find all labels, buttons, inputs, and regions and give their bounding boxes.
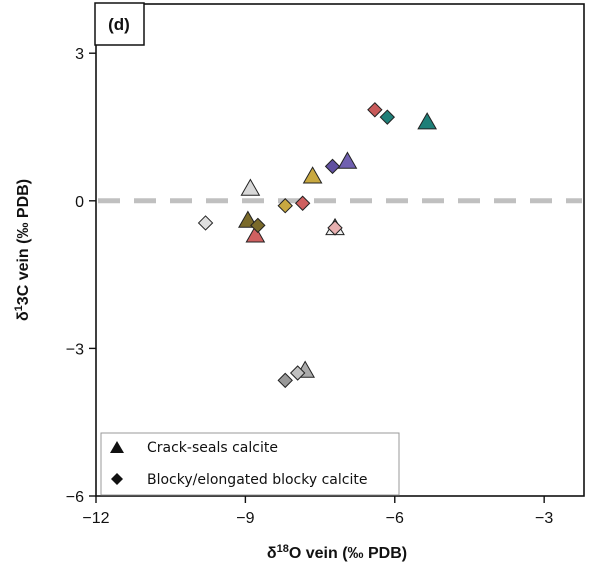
- blocky-point: [250, 217, 266, 234]
- axes-layer: −12 −9 −6 −3 −6 −3 0 3: [66, 46, 554, 527]
- plot-frame: [95, 3, 585, 497]
- panel-label: (d): [108, 15, 130, 34]
- crack-seal-point: [417, 112, 438, 130]
- x-tick-label: −6: [386, 510, 404, 527]
- legend-label-blocky: Blocky/elongated blocky calcite: [147, 472, 367, 488]
- legend: Crack-seals calcite Blocky/elongated blo…: [100, 432, 400, 496]
- blocky-point: [324, 158, 341, 175]
- blocky-point: [379, 109, 396, 125]
- crack-seal-point: [337, 151, 358, 169]
- blocky-point: [277, 372, 293, 389]
- blocky-point: [277, 198, 293, 214]
- y-tick-label: −6: [66, 489, 84, 506]
- panel-label-box: (d): [94, 2, 145, 46]
- blocky-point: [367, 102, 383, 118]
- blocky-point: [294, 195, 311, 211]
- x-tick-label: −12: [82, 510, 109, 527]
- x-tick-label: −9: [236, 510, 254, 527]
- legend-triangle-icon: [110, 441, 124, 453]
- crack-seal-point: [240, 178, 261, 196]
- x-axis-title: δ18O vein (‰ PDB): [267, 543, 407, 562]
- blocky-point: [289, 365, 306, 381]
- x-tick-label: −3: [535, 510, 553, 527]
- legend-diamond-icon: [111, 473, 123, 485]
- blocky-point: [327, 220, 343, 236]
- y-tick-label: −3: [66, 341, 84, 358]
- y-axis-title: δ13C vein (‰ PDB): [13, 179, 32, 321]
- legend-label-crack-seals: Crack-seals calcite: [147, 440, 278, 456]
- crack-seal-point: [245, 225, 266, 243]
- panel-label-frame: [94, 2, 145, 46]
- y-tick-label: 0: [75, 194, 84, 211]
- data-points-layer: [197, 102, 438, 389]
- crack-seal-point: [302, 166, 323, 184]
- legend-frame: [100, 432, 400, 496]
- y-tick-label: 3: [75, 46, 84, 63]
- blocky-point: [197, 215, 214, 231]
